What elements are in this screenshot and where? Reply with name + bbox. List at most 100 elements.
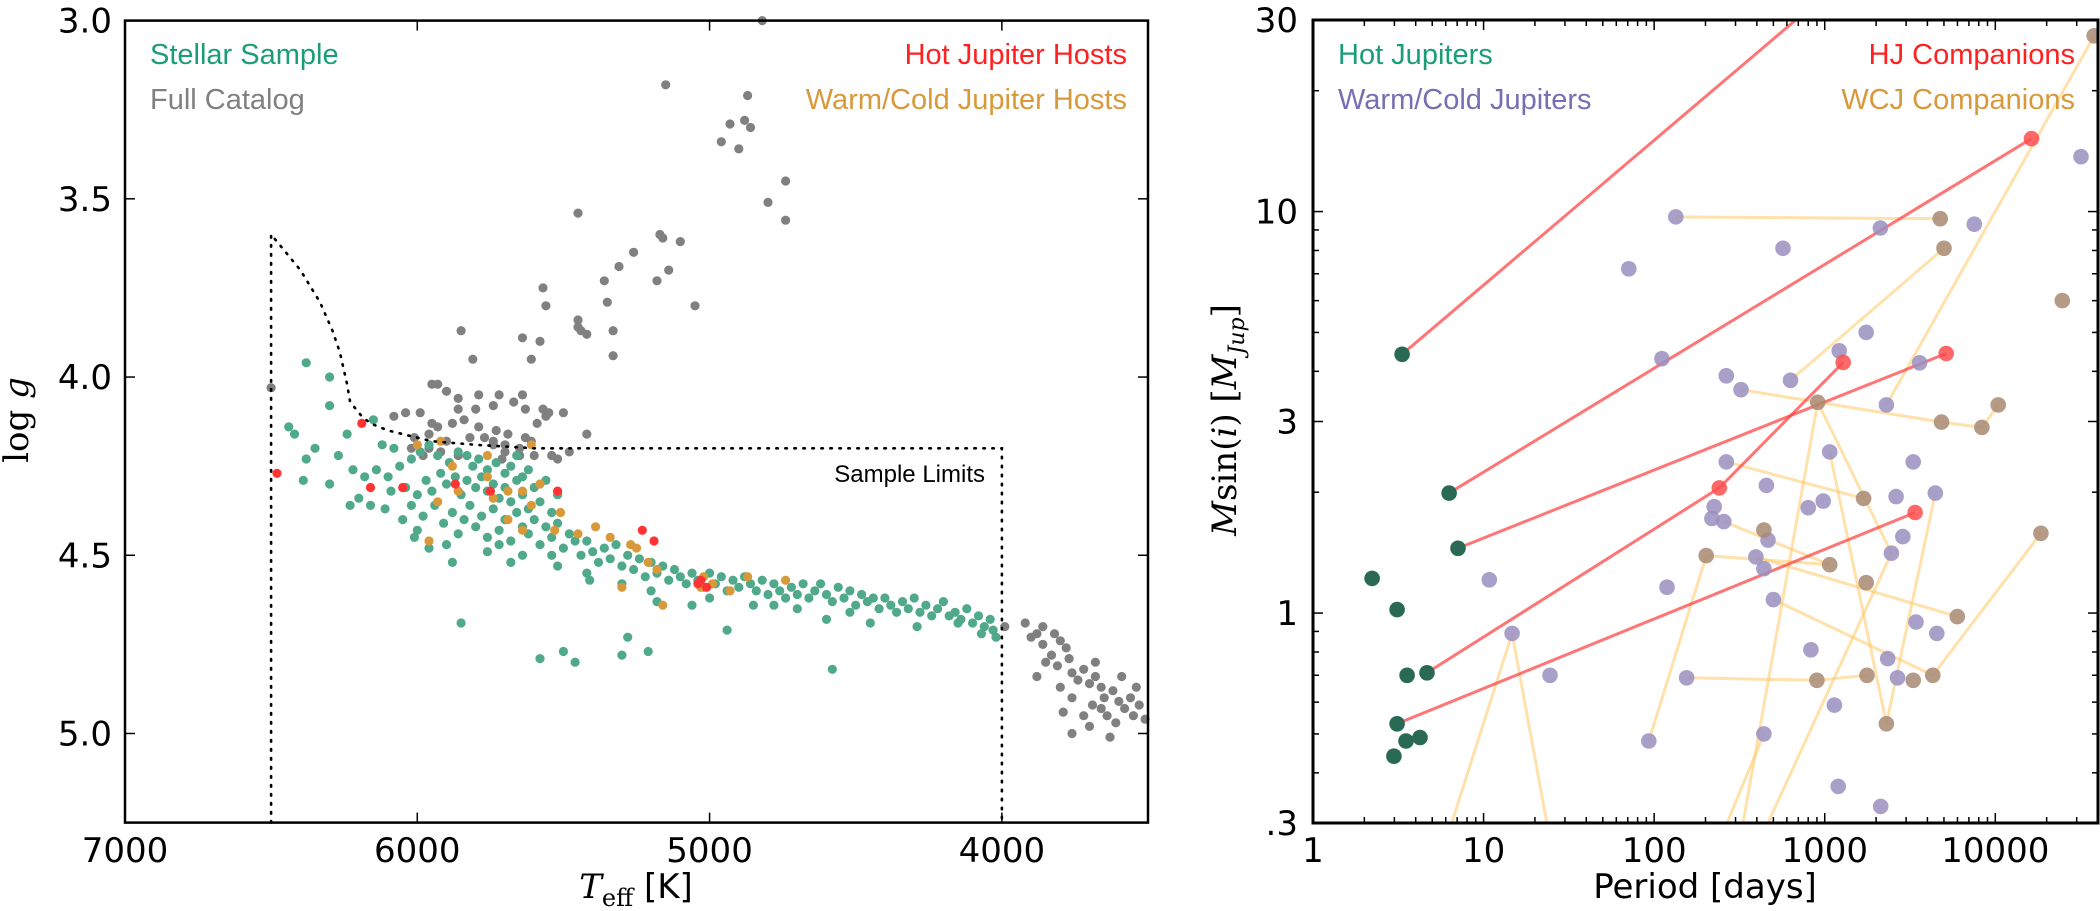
left-point-stellar-sample — [474, 454, 484, 464]
left-point-stellar-sample — [389, 443, 399, 453]
left-point-stellar-sample — [564, 529, 574, 539]
left-point-stellar-sample — [441, 479, 452, 489]
right-point-hj-companions — [2023, 130, 2040, 147]
left-point-stellar-sample — [833, 582, 843, 592]
left-point-stellar-sample — [991, 632, 1001, 642]
left-point-full-catalog — [541, 301, 551, 311]
wcj-companion-link — [1723, 520, 1831, 567]
left-point-full-catalog — [441, 386, 452, 396]
left-point-stellar-sample — [938, 597, 949, 607]
right-point-warm-cold-jupiters — [1758, 477, 1775, 494]
left-point-stellar-sample — [482, 547, 492, 557]
left-point-stellar-sample — [585, 575, 595, 585]
right-x-tick-label: 10 — [1462, 831, 1505, 871]
left-point-hot-jupiter-hosts — [553, 486, 563, 496]
left-point-stellar-sample — [728, 575, 738, 585]
left-point-stellar-sample — [611, 540, 621, 550]
right-point-wcj-companions — [1933, 414, 1950, 430]
left-point-warm-cold-jupiter-hosts — [573, 529, 583, 539]
left-point-stellar-sample — [570, 536, 580, 546]
left-point-full-catalog — [509, 397, 519, 407]
left-point-warm-cold-jupiter-hosts — [631, 543, 642, 553]
right-axis-ticks — [1312, 19, 2099, 824]
hj-companion-link — [1426, 486, 1721, 675]
left-point-full-catalog — [725, 119, 735, 129]
left-point-stellar-sample — [979, 622, 989, 632]
left-point-stellar-sample — [886, 600, 896, 610]
left-point-stellar-sample — [301, 454, 311, 464]
left-point-stellar-sample — [687, 600, 697, 610]
left-point-full-catalog — [479, 433, 490, 443]
right-point-warm-cold-jupiters — [1800, 499, 1816, 516]
right-y-tick-label: .3 — [1266, 804, 1298, 844]
right-scatter-points — [1364, 28, 2098, 815]
right-point-wcj-companions — [1936, 240, 1952, 257]
left-point-stellar-sample — [345, 500, 355, 510]
right-x-tick-label: 10000 — [1941, 831, 2049, 871]
right-point-warm-cold-jupiters — [1704, 510, 1720, 527]
right-point-warm-cold-jupiters — [1659, 579, 1675, 595]
left-x-tick-label: 6000 — [374, 831, 461, 871]
left-point-stellar-sample — [804, 593, 814, 603]
left-point-stellar-sample — [973, 611, 984, 621]
left-point-full-catalog — [573, 315, 583, 325]
left-point-stellar-sample — [792, 604, 802, 614]
left-point-hot-jupiter-hosts — [272, 468, 282, 478]
right-point-warm-cold-jupiters — [1756, 560, 1772, 577]
left-point-stellar-sample — [447, 557, 457, 568]
right-point-warm-cold-jupiters — [1830, 778, 1846, 795]
right-point-hot-jupiters — [1389, 601, 1405, 618]
left-point-stellar-sample — [857, 589, 867, 600]
left-point-stellar-sample — [512, 450, 522, 461]
left-point-full-catalog — [488, 401, 498, 411]
right-point-warm-cold-jupiters — [1733, 381, 1749, 398]
left-point-warm-cold-jupiter-hosts — [488, 493, 498, 503]
left-axis-tick-labels: 7000 6000 5000 4000 3.0 3.5 4.0 4.5 5.0 — [58, 2, 1045, 871]
left-point-full-catalog — [1046, 650, 1057, 660]
left-point-full-catalog — [675, 237, 685, 247]
right-point-warm-cold-jupiters — [1905, 454, 1921, 470]
left-point-stellar-sample — [512, 475, 522, 485]
left-point-stellar-sample — [745, 579, 756, 589]
right-point-warm-cold-jupiters — [1883, 545, 1900, 561]
left-point-stellar-sample — [459, 515, 469, 525]
left-point-stellar-sample — [634, 554, 645, 564]
left-y-tick-label: 4.0 — [58, 358, 112, 398]
left-point-stellar-sample — [915, 607, 925, 617]
left-point-full-catalog — [1067, 728, 1077, 739]
left-point-stellar-sample — [325, 372, 335, 382]
right-point-hot-jupiters — [1394, 346, 1410, 363]
left-point-stellar-sample — [985, 614, 995, 625]
left-point-full-catalog — [608, 326, 618, 336]
left-point-stellar-sample — [664, 575, 674, 585]
left-point-stellar-sample — [360, 472, 370, 482]
left-point-full-catalog — [1114, 696, 1124, 707]
left-point-stellar-sample — [851, 600, 861, 610]
right-point-warm-cold-jupiters — [2073, 148, 2089, 165]
legend-hot-jupiter-hosts: Hot Jupiter Hosts — [905, 39, 1127, 71]
wcj-companion-link — [1766, 552, 1893, 823]
left-point-full-catalog — [1084, 679, 1095, 689]
left-point-stellar-sample — [462, 475, 472, 485]
wcj-companion-link — [1931, 532, 2043, 677]
left-point-stellar-sample — [953, 618, 963, 628]
left-point-stellar-sample — [798, 579, 808, 589]
left-point-stellar-sample — [421, 475, 431, 485]
left-point-stellar-sample — [897, 597, 908, 607]
left-point-stellar-sample — [646, 586, 656, 596]
left-point-full-catalog — [1125, 693, 1136, 703]
left-point-full-catalog — [1087, 700, 1098, 710]
right-point-wcj-companions — [2086, 28, 2098, 44]
left-point-full-catalog — [427, 379, 437, 389]
left-point-full-catalog — [1020, 618, 1030, 628]
right-point-hot-jupiters — [1399, 667, 1415, 684]
left-point-stellar-sample — [868, 593, 878, 603]
left-point-full-catalog — [558, 408, 569, 418]
left-point-full-catalog — [690, 301, 700, 311]
left-point-full-catalog — [535, 336, 545, 346]
left-point-stellar-sample — [576, 550, 586, 560]
left-point-stellar-sample — [623, 550, 633, 560]
left-point-full-catalog — [1032, 671, 1042, 682]
left-point-full-catalog — [1111, 718, 1121, 728]
left-point-stellar-sample — [716, 572, 726, 582]
